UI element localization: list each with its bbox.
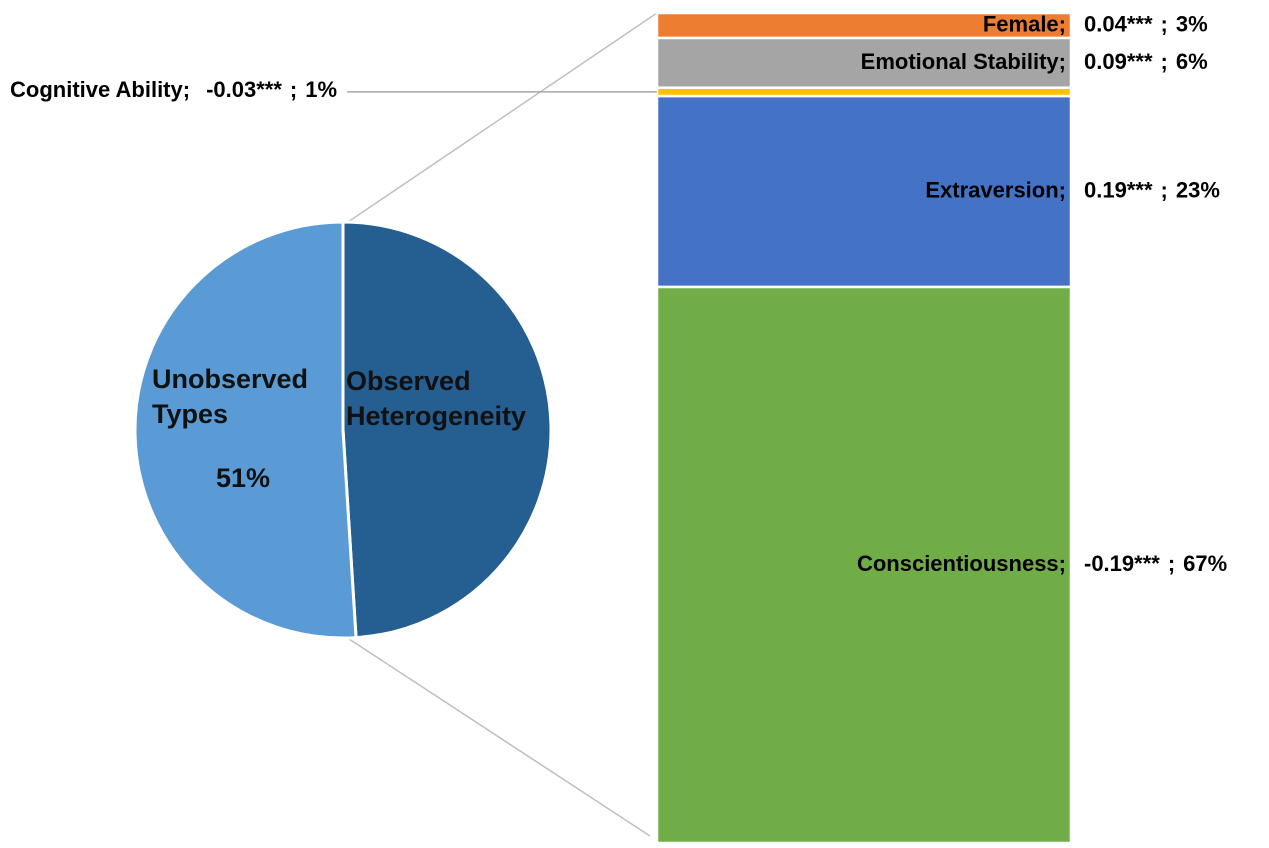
category-label: Conscientiousness bbox=[857, 551, 1059, 576]
data-label: 0.09***; 6% bbox=[1084, 49, 1208, 74]
separator: ; bbox=[1059, 49, 1066, 74]
data-label: Conscientiousness; bbox=[857, 551, 1066, 576]
separator: ; bbox=[1161, 11, 1168, 36]
separator: ; bbox=[1168, 551, 1175, 576]
bar-segment bbox=[655, 11, 1073, 40]
data-label: Female; bbox=[983, 11, 1066, 36]
value-label: 23% bbox=[1176, 177, 1220, 202]
data-label: Emotional Stability; bbox=[861, 49, 1066, 74]
connector-line bbox=[345, 636, 651, 837]
data-label: Cognitive Ability; -0.03***; 1% bbox=[10, 77, 337, 102]
separator: ; bbox=[183, 77, 190, 102]
separator: ; bbox=[1059, 551, 1066, 576]
category-label: Cognitive Ability bbox=[10, 77, 184, 102]
value-label: 1% bbox=[305, 77, 337, 102]
coefficient-label: 0.19*** bbox=[1084, 177, 1153, 202]
separator: ; bbox=[290, 77, 297, 102]
data-label: 0.04***; 3% bbox=[1084, 11, 1208, 36]
coefficient-label: 0.09*** bbox=[1084, 49, 1153, 74]
bar-segment bbox=[655, 94, 1073, 289]
value-label: 3% bbox=[1176, 11, 1208, 36]
value-label: 6% bbox=[1176, 49, 1208, 74]
category-label: Female bbox=[983, 11, 1059, 36]
pie-label: Observed Heterogeneity bbox=[346, 366, 527, 431]
pie-slice bbox=[133, 220, 358, 640]
separator: ; bbox=[1059, 177, 1066, 202]
coefficient-label: 0.04*** bbox=[1084, 11, 1153, 36]
category-label: Extraversion bbox=[925, 177, 1058, 202]
data-label: 0.19***; 23% bbox=[1084, 177, 1220, 202]
pie-value-label: 51% bbox=[216, 463, 271, 493]
pie-slice bbox=[341, 220, 553, 640]
value-label: 67% bbox=[1183, 551, 1227, 576]
connector-line bbox=[347, 12, 658, 223]
bar-segment bbox=[655, 36, 1073, 89]
coefficient-label: -0.03*** bbox=[206, 77, 282, 102]
separator: ; bbox=[1161, 49, 1168, 74]
data-label: -0.19***; 67% bbox=[1084, 551, 1227, 576]
coefficient-label: -0.19*** bbox=[1084, 551, 1160, 576]
separator: ; bbox=[1161, 177, 1168, 202]
pie-label: Unobserved Types bbox=[152, 364, 309, 429]
category-label: Emotional Stability bbox=[861, 49, 1060, 74]
data-label: Extraversion; bbox=[925, 177, 1066, 202]
separator: ; bbox=[1059, 11, 1066, 36]
